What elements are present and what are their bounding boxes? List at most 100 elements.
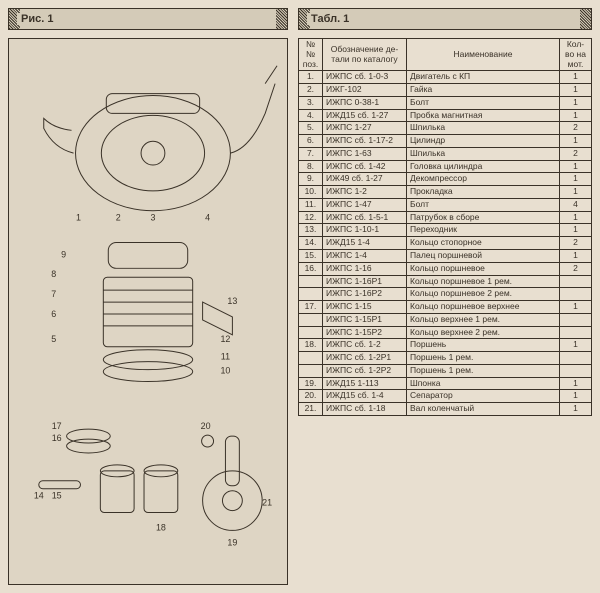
figure-area: 1234 5678 9 10111213 1415 1617 1819 2021 xyxy=(8,38,288,585)
table-row: ИЖПС сб. 1-2Р2Поршень 1 рем. xyxy=(299,364,592,377)
table-row: 4.ИЖД15 сб. 1-27Пробка магнитная1 xyxy=(299,109,592,122)
cell-n: 8. xyxy=(299,160,323,173)
cell-n: 11. xyxy=(299,198,323,211)
cell-code: ИЖПС сб. 1-2Р2 xyxy=(323,364,407,377)
cell-code: ИЖГ-102 xyxy=(323,84,407,97)
cell-name: Гайка xyxy=(407,84,560,97)
cell-n: 14. xyxy=(299,237,323,250)
svg-text:3: 3 xyxy=(150,212,155,222)
table-row: ИЖПС 1-15Р1Кольцо верхнее 1 рем. xyxy=(299,313,592,326)
cell-qty: 2 xyxy=(560,262,592,275)
cell-qty: 1 xyxy=(560,403,592,416)
cell-code: ИЖПС 1-4 xyxy=(323,250,407,263)
cell-name: Шпилька xyxy=(407,122,560,135)
cell-code: ИЖПС 1-47 xyxy=(323,198,407,211)
cell-name: Сепаратор xyxy=(407,390,560,403)
cell-n: 18. xyxy=(299,339,323,352)
cell-code: ИЖД15 1-4 xyxy=(323,237,407,250)
cell-name: Двигатель с КП xyxy=(407,71,560,84)
cell-qty: 1 xyxy=(560,160,592,173)
right-column: Табл. 1 №№ поз. Обозначение де- тали по … xyxy=(298,8,592,585)
parts-table-wrap: №№ поз. Обозначение де- тали по каталогу… xyxy=(298,38,592,585)
cell-code: ИЖПС 1-16Р2 xyxy=(323,288,407,301)
table-row: 17.ИЖПС 1-15Кольцо поршневое верхнее1 xyxy=(299,301,592,314)
table-row: 7.ИЖПС 1-63Шпилька2 xyxy=(299,147,592,160)
cell-n: 12. xyxy=(299,211,323,224)
svg-text:11: 11 xyxy=(221,351,230,361)
cell-code: ИЖПС 0-38-1 xyxy=(323,96,407,109)
table-row: 9.ИЖ49 сб. 1-27Декомпрессор1 xyxy=(299,173,592,186)
cell-n xyxy=(299,288,323,301)
cell-qty: 2 xyxy=(560,147,592,160)
cell-code: ИЖПС 1-15Р1 xyxy=(323,313,407,326)
svg-text:13: 13 xyxy=(227,296,237,306)
cell-code: ИЖПС сб. 1-42 xyxy=(323,160,407,173)
cell-code: ИЖПС сб. 1-2Р1 xyxy=(323,352,407,365)
parts-table-body: 1.ИЖПС сб. 1-0-3Двигатель с КП12.ИЖГ-102… xyxy=(299,71,592,416)
cell-qty: 1 xyxy=(560,96,592,109)
cell-n: 6. xyxy=(299,135,323,148)
cell-name: Кольцо стопорное xyxy=(407,237,560,250)
cell-code: ИЖПС 1-16Р1 xyxy=(323,275,407,288)
cell-n: 10. xyxy=(299,186,323,199)
cell-name: Вал коленчатый xyxy=(407,403,560,416)
cell-name: Кольцо поршневое xyxy=(407,262,560,275)
cell-code: ИЖПС 1-10-1 xyxy=(323,224,407,237)
cell-qty: 1 xyxy=(560,71,592,84)
cell-name: Шпонка xyxy=(407,377,560,390)
cell-n: 2. xyxy=(299,84,323,97)
col-header-qty: Кол-во на мот. xyxy=(560,39,592,71)
cell-name: Прокладка xyxy=(407,186,560,199)
table-row: 8.ИЖПС сб. 1-42Головка цилиндра1 xyxy=(299,160,592,173)
table-header-text: Табл. 1 xyxy=(307,13,353,25)
cell-n xyxy=(299,275,323,288)
cell-qty: 1 xyxy=(560,339,592,352)
table-row: 3.ИЖПС 0-38-1Болт1 xyxy=(299,96,592,109)
table-row: 15.ИЖПС 1-4Палец поршневой1 xyxy=(299,250,592,263)
table-row: 20.ИЖД15 сб. 1-4Сепаратор1 xyxy=(299,390,592,403)
table-row: 14.ИЖД15 1-4Кольцо стопорное2 xyxy=(299,237,592,250)
cell-code: ИЖПС 1-15 xyxy=(323,301,407,314)
cell-n: 4. xyxy=(299,109,323,122)
cell-code: ИЖПС сб. 1-2 xyxy=(323,339,407,352)
svg-text:16: 16 xyxy=(52,433,62,443)
cell-code: ИЖПС 1-27 xyxy=(323,122,407,135)
cell-qty: 1 xyxy=(560,84,592,97)
table-row: 2.ИЖГ-102Гайка1 xyxy=(299,84,592,97)
cell-code: ИЖПС сб. 1-18 xyxy=(323,403,407,416)
cell-code: ИЖПС сб. 1-5-1 xyxy=(323,211,407,224)
table-row: 5.ИЖПС 1-27Шпилька2 xyxy=(299,122,592,135)
cell-n xyxy=(299,352,323,365)
left-column: Рис. 1 xyxy=(8,8,288,585)
cell-n xyxy=(299,313,323,326)
cell-qty xyxy=(560,326,592,339)
cell-qty: 1 xyxy=(560,109,592,122)
cell-name: Переходник xyxy=(407,224,560,237)
engine-diagram-icon: 1234 5678 9 10111213 1415 1617 1819 2021 xyxy=(9,42,287,582)
svg-text:7: 7 xyxy=(51,289,56,299)
cell-name: Кольцо верхнее 2 рем. xyxy=(407,326,560,339)
cell-name: Болт xyxy=(407,96,560,109)
cell-name: Пробка магнитная xyxy=(407,109,560,122)
table-head-row: №№ поз. Обозначение де- тали по каталогу… xyxy=(299,39,592,71)
cell-qty xyxy=(560,352,592,365)
table-row: 11.ИЖПС 1-47Болт4 xyxy=(299,198,592,211)
table-row: 21.ИЖПС сб. 1-18Вал коленчатый1 xyxy=(299,403,592,416)
cell-name: Кольцо поршневое 1 рем. xyxy=(407,275,560,288)
table-row: 6.ИЖПС сб. 1-17-2Цилиндр1 xyxy=(299,135,592,148)
cell-code: ИЖД15 сб. 1-27 xyxy=(323,109,407,122)
table-row: 1.ИЖПС сб. 1-0-3Двигатель с КП1 xyxy=(299,71,592,84)
cell-qty: 1 xyxy=(560,211,592,224)
cell-qty: 1 xyxy=(560,186,592,199)
cell-n xyxy=(299,364,323,377)
cell-qty: 1 xyxy=(560,390,592,403)
table-row: ИЖПС 1-15Р2Кольцо верхнее 2 рем. xyxy=(299,326,592,339)
cell-name: Кольцо верхнее 1 рем. xyxy=(407,313,560,326)
cell-name: Цилиндр xyxy=(407,135,560,148)
cell-name: Головка цилиндра xyxy=(407,160,560,173)
cell-qty: 1 xyxy=(560,250,592,263)
cell-name: Патрубок в сборе xyxy=(407,211,560,224)
table-row: 19.ИЖД15 1-113Шпонка1 xyxy=(299,377,592,390)
cell-qty: 1 xyxy=(560,377,592,390)
cell-code: ИЖД15 1-113 xyxy=(323,377,407,390)
